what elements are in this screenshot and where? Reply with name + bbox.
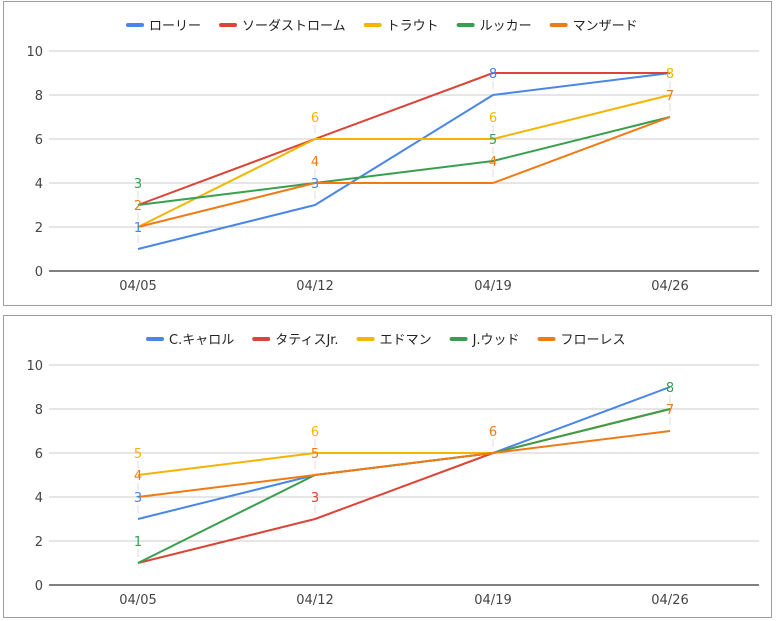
- legend-item: ローリー: [126, 19, 201, 34]
- chart-panel-0: 0 2 4 6 8 10 04/05 04/12 04/19 04/26 1 3 8 6 6 8 3 5 2 4 4 7 ロ…: [3, 1, 772, 306]
- legend-label: エドマン: [380, 333, 432, 348]
- x-tick-label: 04/26: [651, 593, 688, 608]
- y-tick-label: 10: [26, 45, 43, 60]
- y-tick-label: 10: [26, 359, 43, 374]
- data-label: 7: [666, 403, 674, 418]
- legend-label: フローレス: [561, 333, 626, 348]
- legend-item: J.ウッド: [449, 333, 520, 348]
- y-tick-label: 6: [35, 133, 43, 148]
- legend-item: マンザード: [549, 19, 638, 34]
- series-line-0: [137, 72, 671, 250]
- data-label: 5: [134, 447, 142, 462]
- y-tick-label: 8: [35, 89, 43, 104]
- data-label: 8: [489, 67, 497, 82]
- series-line-1: [137, 72, 670, 206]
- data-label: 7: [666, 89, 674, 104]
- data-label: 1: [134, 535, 142, 550]
- series-line-2: [137, 408, 671, 476]
- series-line-3: [137, 116, 671, 206]
- data-label: 6: [311, 111, 319, 126]
- y-tick-label: 4: [35, 177, 43, 192]
- x-tick-label: 04/05: [119, 279, 156, 294]
- y-tick-label: 2: [35, 221, 43, 236]
- x-tick-label: 04/19: [474, 279, 511, 294]
- legend-item: フローレス: [537, 333, 626, 348]
- x-tick-label: 04/12: [296, 593, 333, 608]
- x-tick-label: 04/19: [474, 593, 511, 608]
- data-label: 6: [489, 425, 497, 440]
- legend-label: マンザード: [573, 19, 638, 34]
- x-tick-label: 04/12: [296, 279, 333, 294]
- data-label: 6: [311, 425, 319, 440]
- series-line-4: [137, 430, 671, 498]
- x-tick-label: 04/26: [651, 279, 688, 294]
- data-label: 3: [311, 491, 319, 506]
- data-label: 8: [666, 381, 674, 396]
- line-chart-0: 0 2 4 6 8 10 04/05 04/12 04/19 04/26 1 3 8 6 6 8 3 5 2 4 4 7 ロ…: [26, 19, 759, 294]
- line-chart-1: 0 2 4 6 8 10 04/05 04/12 04/19 04/26 3 3 5 6 1 8 4 5 6 7 C.キ…: [26, 333, 759, 608]
- data-label: 8: [666, 67, 674, 82]
- legend-item: ソーダストローム: [219, 19, 346, 34]
- legend-label: タティスJr.: [275, 333, 338, 348]
- data-label: 5: [311, 447, 319, 462]
- legend-label: ローリー: [149, 19, 201, 34]
- data-label: 3: [134, 177, 142, 192]
- legend-label: J.ウッド: [472, 333, 520, 348]
- data-label: 3: [311, 177, 319, 192]
- legend-label: ソーダストローム: [242, 19, 346, 34]
- data-label: 6: [489, 111, 497, 126]
- legend-item: ルッカー: [456, 19, 532, 34]
- data-label: 4: [489, 155, 497, 170]
- data-label: 1: [134, 221, 142, 236]
- x-tick-label: 04/05: [119, 593, 156, 608]
- y-tick-label: 2: [35, 535, 43, 550]
- y-tick-label: 0: [35, 265, 43, 280]
- series-line-2: [137, 94, 671, 228]
- legend-item: タティスJr.: [252, 333, 339, 348]
- y-tick-label: 4: [35, 491, 43, 506]
- legend-label: C.キャロル: [169, 333, 234, 348]
- data-label: 5: [489, 133, 497, 148]
- legend-item: エドマン: [356, 333, 432, 348]
- chart-panel-1: 0 2 4 6 8 10 04/05 04/12 04/19 04/26 3 3 5 6 1 8 4 5 6 7 C.キ…: [3, 315, 772, 618]
- data-label: 3: [134, 491, 142, 506]
- legend-item: C.キャロル: [146, 333, 234, 348]
- series-line-4: [137, 116, 671, 228]
- data-label: 2: [134, 199, 142, 214]
- data-label: 4: [134, 469, 142, 484]
- data-label: 4: [311, 155, 319, 170]
- y-tick-label: 6: [35, 447, 43, 462]
- y-tick-label: 0: [35, 579, 43, 594]
- legend-item: トラウト: [363, 19, 439, 34]
- series-line-1: [137, 408, 671, 564]
- y-tick-label: 8: [35, 403, 43, 418]
- legend-label: トラウト: [387, 19, 439, 34]
- legend-label: ルッカー: [480, 19, 532, 34]
